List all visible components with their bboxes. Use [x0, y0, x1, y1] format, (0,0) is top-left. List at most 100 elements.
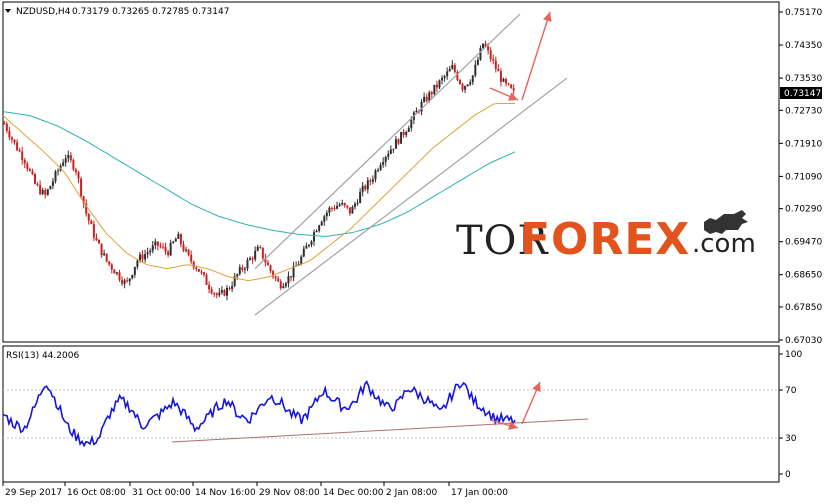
candle-body: [336, 205, 339, 209]
channel-lower-line: [254, 77, 568, 316]
candle-body: [249, 258, 252, 261]
rsi-arrow-up-head: [532, 382, 541, 392]
candle-body: [451, 65, 454, 69]
price-tick-label: 0.75170: [785, 8, 822, 18]
candle-body: [39, 184, 42, 195]
candle-body: [264, 258, 267, 263]
candle-body: [187, 249, 190, 255]
candle-body: [136, 260, 139, 267]
candle-body: [64, 158, 67, 163]
candle-body: [113, 269, 116, 274]
candle-body: [98, 239, 100, 244]
candle-body: [364, 185, 367, 190]
candle-body: [195, 267, 198, 270]
candle-body: [474, 64, 477, 76]
candle-body: [338, 204, 341, 206]
price-tick-label: 0.73530: [785, 74, 822, 84]
candle-body: [359, 191, 362, 203]
watermark-tor: TOR: [456, 218, 549, 264]
candle-body: [371, 179, 374, 182]
candle-body: [374, 170, 377, 180]
bull-logo-icon: [704, 210, 748, 234]
candle-body: [379, 164, 382, 170]
candle-body: [328, 207, 331, 213]
candle-body: [287, 276, 290, 284]
candle-body: [146, 252, 149, 255]
candle-body: [274, 276, 277, 279]
time-axis: 29 Sep 2017 16 Oct 08:00 31 Oct 00:00 14 No…: [2, 482, 508, 498]
price-tick-label: 0.71910: [785, 139, 822, 149]
candle-body: [159, 245, 162, 247]
candle-body: [31, 170, 34, 175]
candle-body: [290, 276, 292, 278]
candle-body: [466, 84, 469, 87]
chevron-down-icon[interactable]: [5, 9, 11, 13]
candle-body: [272, 271, 275, 277]
candle-body: [392, 148, 395, 150]
time-tick-label: 14 Dec 00:00: [323, 488, 384, 498]
candle-body: [259, 246, 262, 248]
candle-body: [105, 253, 108, 262]
candle-body: [484, 43, 487, 47]
time-tick-label: 2 Jan 08:00: [386, 488, 438, 498]
watermark-forex: FOREX: [520, 214, 690, 265]
candle-body: [384, 156, 387, 163]
candle-body: [121, 279, 124, 284]
candle-body: [21, 151, 24, 160]
price-tick-label: 0.72730: [785, 106, 822, 116]
candle-body: [108, 261, 111, 265]
candle-body: [126, 280, 129, 282]
candle-body: [246, 260, 249, 269]
candle-body: [179, 234, 182, 245]
candle-body: [494, 60, 497, 69]
candle-body: [261, 247, 264, 259]
candle-body: [243, 268, 246, 270]
candle-body: [131, 274, 134, 279]
candle-body: [182, 244, 185, 251]
current-price-tag: [780, 87, 822, 99]
rsi-plot: [2, 380, 779, 448]
candle-body: [174, 238, 177, 242]
forecast-arrow-down-head: [508, 92, 518, 101]
candle-body: [46, 189, 49, 195]
candle-body: [502, 78, 505, 82]
candle-body: [218, 292, 221, 296]
candle-body: [44, 189, 47, 195]
candle-body: [333, 207, 336, 209]
watermark: TOR FOREX .com: [456, 210, 756, 265]
candle-body: [315, 230, 318, 233]
candle-body: [505, 78, 508, 84]
candle-body: [313, 232, 316, 242]
candle-body: [456, 71, 459, 80]
candle-body: [200, 271, 203, 273]
candle-body: [185, 249, 188, 251]
candle-body: [492, 59, 495, 61]
candle-body: [282, 286, 285, 289]
candle-body: [356, 202, 359, 204]
candle-body: [23, 159, 26, 164]
candle-body: [34, 174, 36, 184]
candle-body: [3, 123, 6, 125]
candle-body: [133, 266, 136, 275]
time-tick-label: 16 Oct 08:00: [67, 488, 126, 498]
price-tick-label: 0.70290: [785, 205, 822, 215]
candle-body: [172, 241, 175, 243]
rsi-arrow-down-head: [508, 421, 518, 430]
candle-body: [226, 287, 228, 296]
candle-body: [397, 139, 400, 144]
candle-body: [351, 206, 354, 214]
candle-body: [382, 162, 385, 165]
price-tick-label: 0.74350: [785, 41, 822, 51]
candle-body: [8, 130, 11, 138]
candle-body: [164, 246, 167, 252]
candle-body: [80, 178, 83, 197]
candle-body: [415, 110, 418, 113]
candle-body: [141, 254, 144, 260]
candle-body: [72, 160, 75, 170]
time-tick-label: 14 Nov 16:00: [195, 488, 256, 498]
candle-body: [49, 186, 52, 190]
candle-body: [118, 272, 121, 280]
candle-body: [57, 170, 60, 172]
candle-body: [425, 96, 428, 101]
